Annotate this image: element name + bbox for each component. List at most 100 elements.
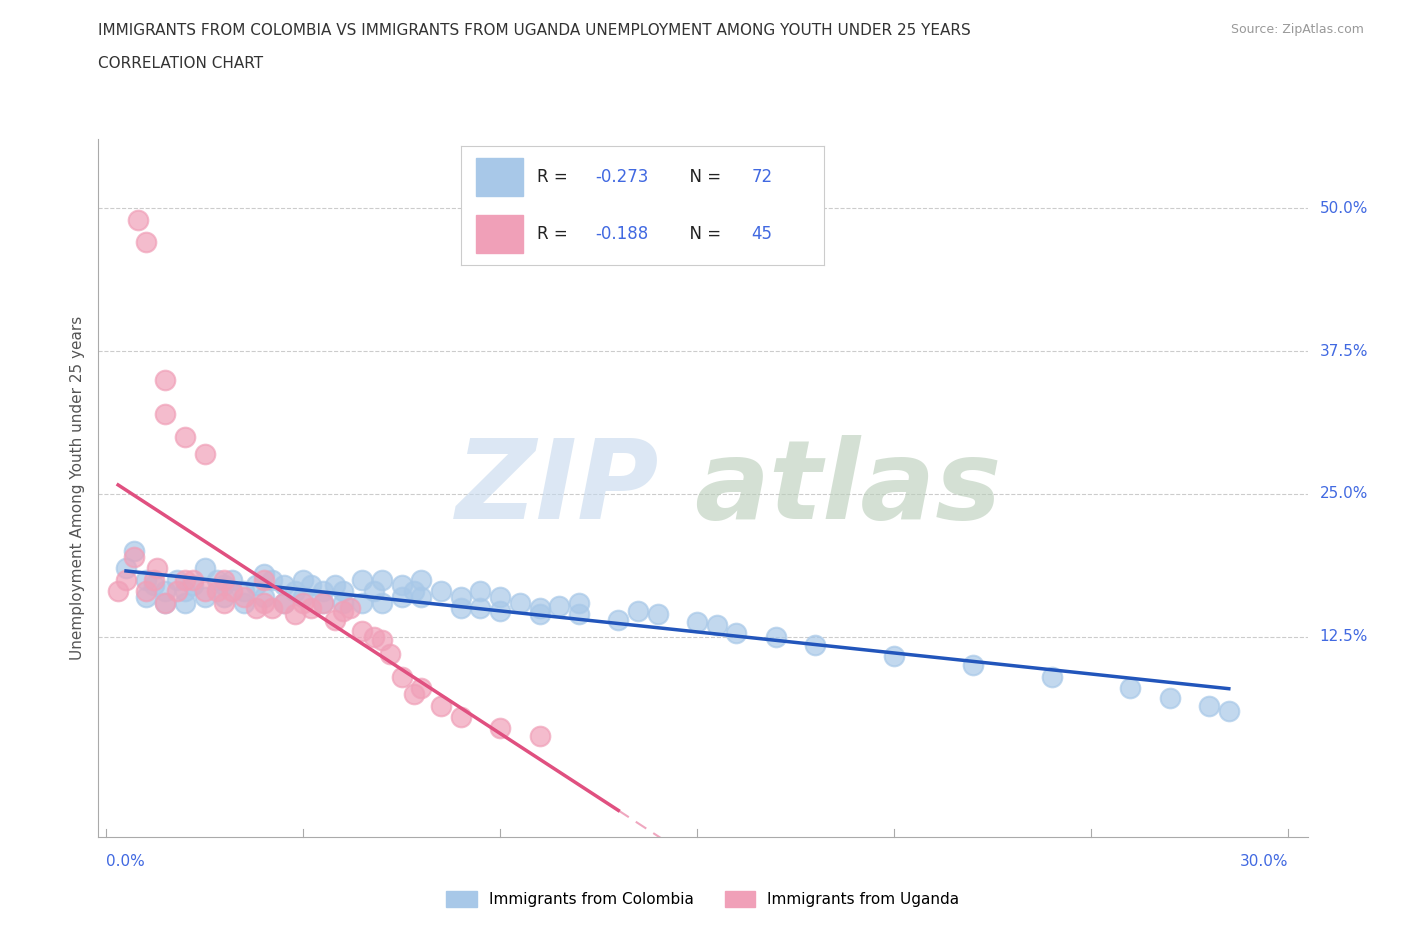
- Point: [371, 572, 394, 587]
- Point: [115, 572, 138, 587]
- Point: [332, 604, 354, 618]
- Text: ZIP: ZIP: [456, 434, 659, 542]
- Point: [233, 595, 256, 610]
- Point: [181, 572, 204, 587]
- Point: [135, 584, 157, 599]
- Point: [489, 604, 512, 618]
- Point: [548, 599, 571, 614]
- Text: IMMIGRANTS FROM COLOMBIA VS IMMIGRANTS FROM UGANDA UNEMPLOYMENT AMONG YOUTH UNDE: IMMIGRANTS FROM COLOMBIA VS IMMIGRANTS F…: [98, 23, 972, 38]
- Point: [146, 561, 169, 576]
- Point: [402, 686, 425, 701]
- Point: [411, 572, 433, 587]
- Point: [127, 212, 149, 227]
- Point: [292, 572, 315, 587]
- Text: atlas: atlas: [695, 434, 1002, 542]
- Point: [273, 595, 295, 610]
- Point: [371, 595, 394, 610]
- Point: [323, 578, 346, 593]
- Point: [450, 590, 472, 604]
- Point: [181, 578, 204, 593]
- Point: [194, 446, 217, 461]
- Point: [214, 590, 236, 604]
- Point: [214, 595, 236, 610]
- Point: [489, 590, 512, 604]
- Point: [122, 550, 145, 565]
- Point: [1218, 704, 1240, 719]
- Point: [194, 561, 217, 576]
- Point: [221, 584, 243, 599]
- Point: [470, 584, 492, 599]
- Point: [529, 601, 551, 616]
- Point: [568, 606, 591, 621]
- Point: [135, 590, 157, 604]
- Point: [371, 633, 394, 648]
- Point: [194, 590, 217, 604]
- Point: [292, 590, 315, 604]
- Point: [260, 572, 283, 587]
- Point: [221, 572, 243, 587]
- Point: [363, 584, 385, 599]
- Point: [214, 572, 236, 587]
- Point: [450, 710, 472, 724]
- Point: [363, 630, 385, 644]
- Point: [312, 584, 335, 599]
- Point: [470, 601, 492, 616]
- Point: [962, 658, 984, 673]
- Point: [352, 595, 374, 610]
- Point: [339, 601, 361, 616]
- Point: [194, 584, 217, 599]
- Point: [411, 590, 433, 604]
- Text: 25.0%: 25.0%: [1319, 486, 1368, 501]
- Point: [568, 595, 591, 610]
- Point: [725, 626, 748, 641]
- Point: [142, 578, 165, 593]
- Point: [253, 572, 276, 587]
- Text: 50.0%: 50.0%: [1319, 201, 1368, 216]
- Point: [391, 670, 413, 684]
- Point: [253, 590, 276, 604]
- Point: [1198, 698, 1220, 713]
- Point: [430, 584, 453, 599]
- Point: [174, 584, 197, 599]
- Y-axis label: Unemployment Among Youth under 25 years: Unemployment Among Youth under 25 years: [69, 316, 84, 660]
- Point: [284, 606, 307, 621]
- Text: 0.0%: 0.0%: [107, 854, 145, 870]
- Point: [115, 561, 138, 576]
- Text: 37.5%: 37.5%: [1319, 343, 1368, 359]
- Point: [332, 584, 354, 599]
- Point: [205, 584, 228, 599]
- Point: [155, 406, 177, 421]
- Point: [174, 595, 197, 610]
- Point: [402, 584, 425, 599]
- Point: [411, 681, 433, 696]
- Point: [706, 618, 728, 633]
- Point: [450, 601, 472, 616]
- Point: [166, 572, 188, 587]
- Point: [245, 601, 267, 616]
- Point: [166, 584, 188, 599]
- Point: [135, 572, 157, 587]
- Point: [233, 584, 256, 599]
- Point: [155, 595, 177, 610]
- Point: [245, 578, 267, 593]
- Point: [1119, 681, 1142, 696]
- Point: [107, 584, 129, 599]
- Point: [529, 606, 551, 621]
- Point: [253, 566, 276, 581]
- Point: [352, 624, 374, 639]
- Point: [323, 612, 346, 627]
- Point: [391, 578, 413, 593]
- Point: [391, 590, 413, 604]
- Point: [1040, 670, 1063, 684]
- Point: [273, 595, 295, 610]
- Point: [205, 572, 228, 587]
- Text: 30.0%: 30.0%: [1239, 854, 1288, 870]
- Point: [647, 606, 669, 621]
- Point: [686, 615, 709, 630]
- Point: [509, 595, 531, 610]
- Point: [332, 595, 354, 610]
- Text: Source: ZipAtlas.com: Source: ZipAtlas.com: [1230, 23, 1364, 36]
- Point: [312, 595, 335, 610]
- Text: 12.5%: 12.5%: [1319, 630, 1368, 644]
- Point: [273, 578, 295, 593]
